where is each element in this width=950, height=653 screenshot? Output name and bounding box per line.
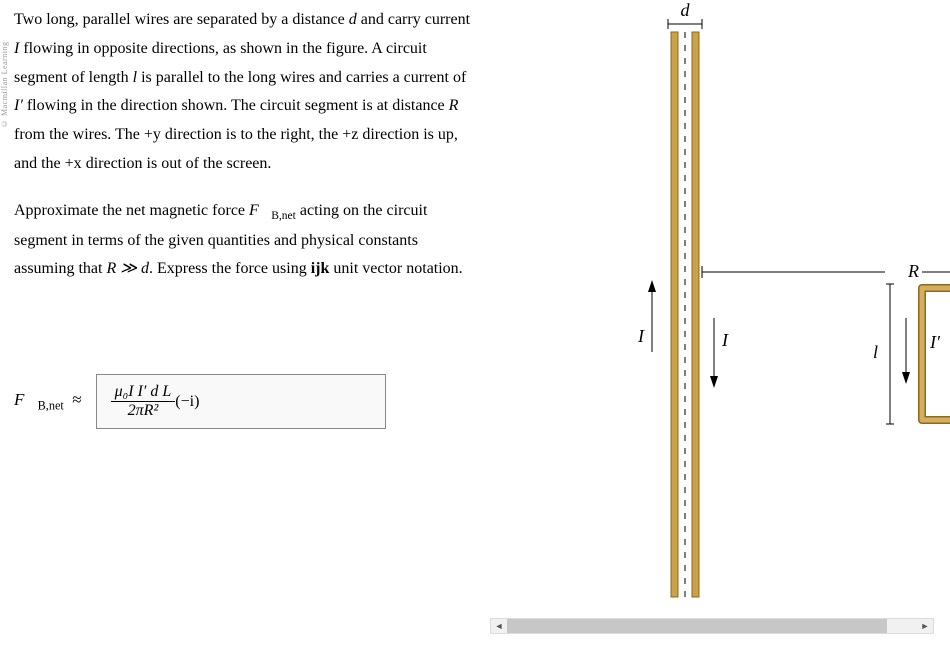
- scrollbar-thumb[interactable]: [507, 619, 887, 633]
- label-I-up: I: [637, 326, 645, 346]
- txt: flowing in the direction shown. The circ…: [23, 97, 449, 114]
- txt: Two long, parallel wires are separated b…: [14, 11, 349, 28]
- var-R: R: [449, 97, 459, 114]
- label-I-down: I: [721, 330, 729, 350]
- txt: direction is to the right, the: [161, 126, 342, 143]
- left-column: Two long, parallel wires are separated b…: [14, 6, 474, 429]
- txt: is parallel to the long wires and carrie…: [137, 69, 466, 86]
- txt: from the wires. The: [14, 126, 144, 143]
- label-I-prime: I′: [929, 332, 941, 352]
- txt: unit vector notation.: [329, 260, 462, 277]
- var-d: d: [349, 11, 357, 28]
- label-l: l: [873, 342, 878, 362]
- plus-z: +z: [342, 126, 358, 143]
- horizontal-scrollbar[interactable]: ◄ ►: [490, 618, 934, 634]
- ijk: ijk: [311, 260, 330, 277]
- circuit-segment-outer: [922, 288, 950, 420]
- answer-label: F⃗B,net ≈: [14, 390, 82, 413]
- var-Iprime: I′: [14, 97, 23, 114]
- scroll-left-icon[interactable]: ◄: [491, 619, 507, 633]
- answer-row: F⃗B,net ≈ μ₀I I′ d L 2πR² (−i): [14, 374, 474, 429]
- plus-x: +x: [65, 155, 82, 172]
- physics-figure: d I I R l I′: [490, 2, 950, 602]
- frac-num: μ₀I I′ d L: [111, 383, 176, 401]
- answer-fraction: μ₀I I′ d L 2πR²: [111, 383, 176, 420]
- cond: R ≫ d: [106, 260, 149, 277]
- F-vector: F⃗B,net: [249, 202, 296, 219]
- wire-left: [671, 32, 678, 597]
- wire-right: [692, 32, 699, 597]
- copyright-sidebar: © Macmillan Learning: [0, 0, 12, 170]
- figure-svg: d I I R l I′: [490, 2, 950, 602]
- frac-den: 2πR²: [111, 401, 176, 420]
- problem-text: Two long, parallel wires are separated b…: [14, 6, 474, 284]
- plus-y: +y: [144, 126, 161, 143]
- answer-tail: (−i): [175, 393, 199, 411]
- answer-input[interactable]: μ₀I I′ d L 2πR² (−i): [96, 374, 386, 429]
- txt: and carry current: [357, 11, 470, 28]
- txt: Approximate the net magnetic force: [14, 202, 249, 219]
- circuit-segment-inner: [922, 288, 950, 420]
- txt: direction is out of the screen.: [82, 155, 272, 172]
- scroll-right-icon[interactable]: ►: [917, 619, 933, 633]
- label-R: R: [907, 261, 919, 281]
- label-d: d: [681, 2, 691, 20]
- scrollbar-track[interactable]: [507, 619, 917, 633]
- txt: . Express the force using: [149, 260, 311, 277]
- approx-sign: ≈: [72, 390, 81, 409]
